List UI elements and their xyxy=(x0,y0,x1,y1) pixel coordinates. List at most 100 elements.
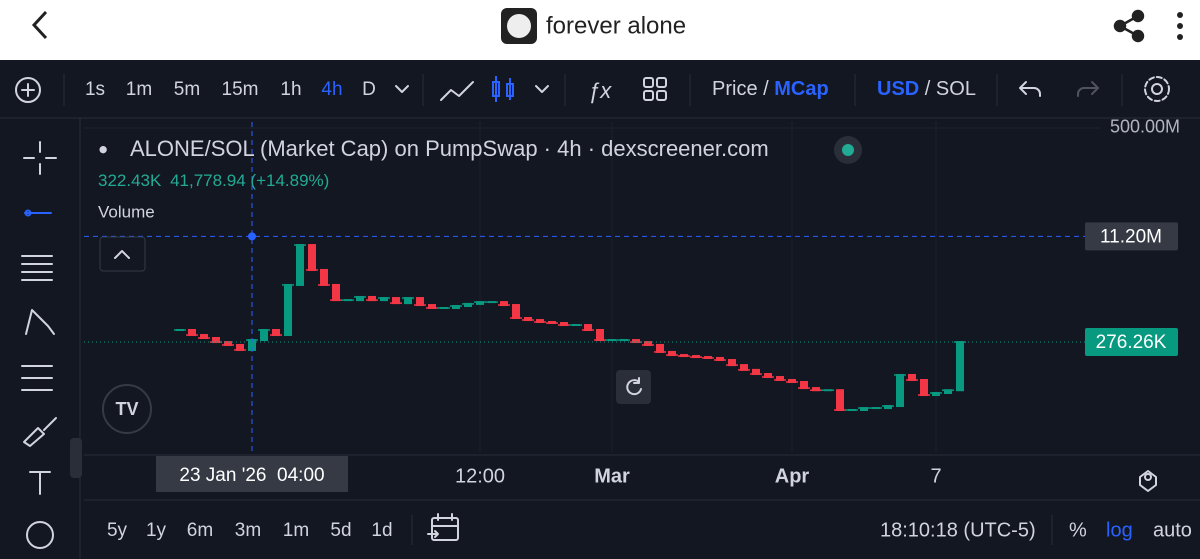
candle xyxy=(656,343,664,353)
fib-tool[interactable] xyxy=(21,255,53,281)
price-series xyxy=(174,244,966,411)
candle xyxy=(836,389,844,411)
status-dot xyxy=(842,144,854,156)
toolbar xyxy=(0,60,1200,118)
candle xyxy=(920,378,928,397)
range-button[interactable]: 6m xyxy=(187,520,213,541)
candle xyxy=(932,391,940,397)
crosshair-tool[interactable] xyxy=(23,141,57,175)
candle xyxy=(752,368,760,376)
last-value-box xyxy=(1085,328,1178,357)
currency-toggle[interactable]: USD / SOL xyxy=(877,78,976,100)
date-range-button[interactable] xyxy=(427,513,459,541)
range-button[interactable]: 1m xyxy=(283,520,309,541)
candle xyxy=(560,321,568,327)
candle xyxy=(428,304,436,310)
candle-style-button[interactable] xyxy=(492,76,514,102)
candle xyxy=(908,373,916,381)
candle xyxy=(884,405,892,410)
candle xyxy=(476,301,484,305)
range-button[interactable]: 1d xyxy=(371,520,392,541)
candle xyxy=(512,304,520,319)
text-tool[interactable] xyxy=(29,471,51,495)
x-tick-label: Apr xyxy=(775,465,810,487)
indicators-button[interactable]: ƒx xyxy=(588,78,612,103)
grid xyxy=(84,122,1100,452)
percent-toggle[interactable]: % xyxy=(1069,519,1087,541)
candle xyxy=(452,305,460,310)
trend-line-dot xyxy=(24,209,32,217)
range-button[interactable]: 5d xyxy=(330,520,351,541)
candle xyxy=(392,297,400,305)
mcap-label: MCap xyxy=(774,78,828,100)
share-button[interactable] xyxy=(1113,9,1145,43)
settings-button[interactable] xyxy=(1144,76,1170,102)
prediction-tool[interactable] xyxy=(21,365,53,391)
candle xyxy=(308,244,316,271)
interval-button[interactable]: D xyxy=(362,79,376,100)
chart-type-dropdown[interactable] xyxy=(535,85,549,93)
emoji-tool[interactable] xyxy=(26,521,54,549)
interval-button[interactable]: 4h xyxy=(321,79,342,100)
sol-label: SOL xyxy=(936,78,976,100)
tv-logo[interactable] xyxy=(102,384,152,434)
interval-button[interactable]: 15m xyxy=(222,79,259,100)
candle xyxy=(500,301,508,307)
candle xyxy=(644,341,652,346)
range-button[interactable]: 1y xyxy=(146,520,167,541)
candle xyxy=(380,297,388,302)
interval-button[interactable]: 5m xyxy=(174,79,200,100)
last-value-label: 276.26K xyxy=(1096,332,1167,353)
interval-button[interactable]: 1s xyxy=(85,79,105,100)
brush-tool[interactable] xyxy=(23,417,57,447)
legend-change: 41,778.94 (+14.89%) xyxy=(170,171,329,190)
candle xyxy=(596,328,604,342)
candle xyxy=(740,364,748,371)
candle xyxy=(416,297,424,307)
interval-dropdown[interactable] xyxy=(395,85,409,93)
redo-button[interactable] xyxy=(1077,81,1099,97)
legend-icon: ● xyxy=(98,139,108,158)
candle xyxy=(668,350,676,357)
candle xyxy=(788,378,796,384)
candle xyxy=(188,328,196,337)
crosshair-x-box xyxy=(156,456,348,492)
range-button[interactable]: 3m xyxy=(235,520,261,541)
undo-button[interactable] xyxy=(1019,81,1041,97)
candle xyxy=(584,324,592,331)
collapse-legend[interactable] xyxy=(99,236,146,272)
reset-button[interactable] xyxy=(616,370,651,404)
pattern-tool[interactable] xyxy=(25,309,55,335)
usd-label: USD xyxy=(877,78,919,100)
candle xyxy=(404,297,412,305)
price-toggle[interactable]: Price / MCap xyxy=(712,78,829,100)
add-button[interactable] xyxy=(15,77,41,103)
candle xyxy=(776,376,784,381)
header-bar xyxy=(0,0,1200,60)
candle xyxy=(632,339,640,344)
auto-toggle[interactable]: auto xyxy=(1153,519,1192,541)
separator: / xyxy=(763,78,769,100)
candle xyxy=(260,328,268,342)
range-button[interactable]: 5y xyxy=(107,520,128,541)
axis-settings[interactable] xyxy=(1139,470,1157,492)
collapse-icon xyxy=(114,250,130,259)
collapse-tools[interactable] xyxy=(70,438,82,478)
log-toggle[interactable]: log xyxy=(1106,519,1133,541)
crosshair: 276.26K 11.20M 23 Jan '26 04:00 xyxy=(84,122,1178,492)
line-style-button[interactable] xyxy=(440,81,474,101)
candle xyxy=(944,389,952,394)
interval-button[interactable]: 1m xyxy=(126,79,152,100)
legend-values: 322.43K 41,778.94 (+14.89%) xyxy=(98,171,329,190)
candle xyxy=(716,356,724,362)
back-button[interactable] xyxy=(31,10,48,40)
menu-button[interactable] xyxy=(1177,12,1183,40)
candle xyxy=(224,341,232,346)
interval-button[interactable]: 1h xyxy=(280,79,301,100)
layout-button[interactable] xyxy=(643,77,667,101)
candle xyxy=(200,334,208,339)
candle xyxy=(728,359,736,367)
candle xyxy=(356,295,364,302)
